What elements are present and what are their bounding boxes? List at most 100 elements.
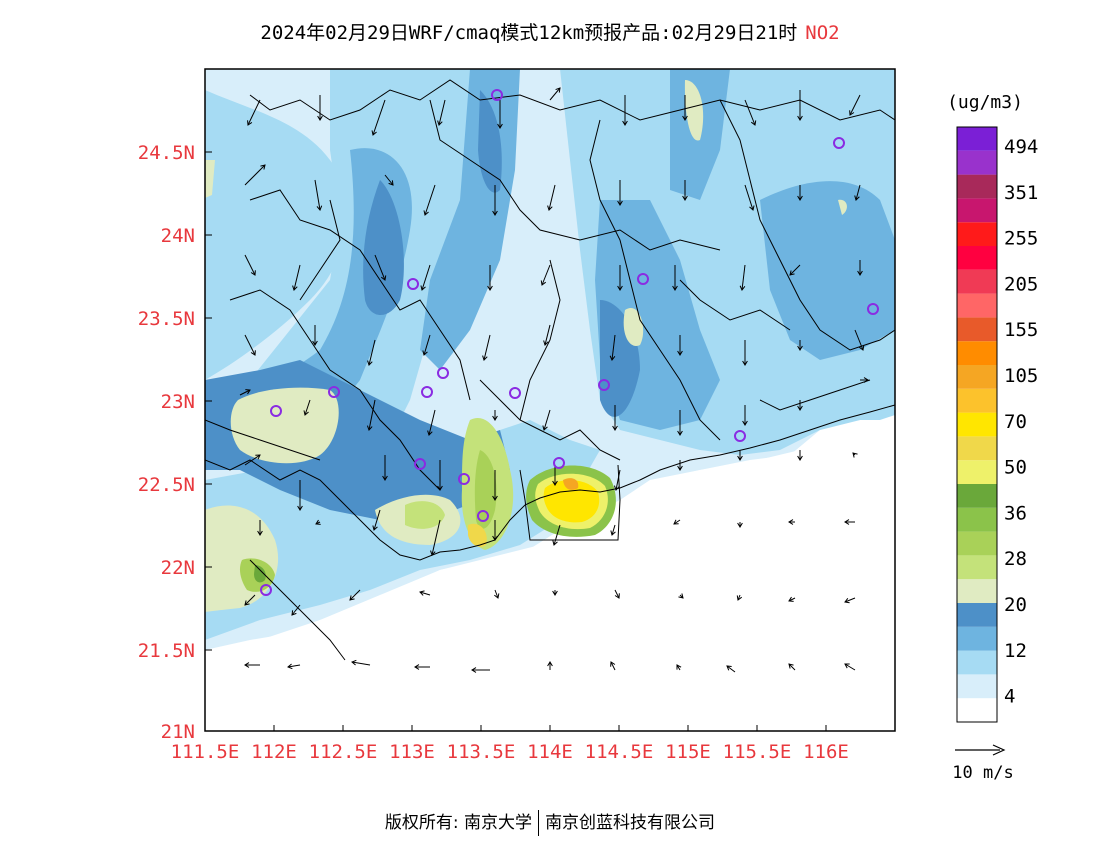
station-marker — [598, 379, 610, 391]
legend-swatch — [957, 436, 997, 461]
wind-arrow — [741, 264, 746, 291]
legend-swatch — [957, 365, 997, 389]
station-marker — [867, 303, 879, 315]
legend-swatch — [957, 388, 997, 413]
station-marker — [270, 405, 282, 417]
x-tick-label: 113E — [389, 741, 435, 763]
legend-label: 205 — [1004, 273, 1038, 295]
y-tick-label: 21N — [161, 721, 195, 743]
wind-arrow — [428, 409, 436, 436]
wind-arrow — [614, 589, 620, 599]
wind-arrow — [610, 661, 616, 671]
wind-arrow — [424, 184, 436, 216]
wind-arrow — [611, 524, 616, 536]
wind-arrow — [543, 409, 551, 431]
y-axis: 24.5N 24N 23.5N 23N 22.5N 22N 21.5N 21N — [138, 142, 212, 743]
legend-swatch — [957, 198, 997, 223]
station-marker — [407, 278, 419, 290]
legend-swatch — [957, 531, 997, 556]
legend-swatch — [957, 555, 997, 580]
wind-arrow — [374, 254, 386, 281]
wind-arrow — [421, 264, 431, 291]
wind-arrow — [244, 254, 256, 276]
x-tick-label: 115.5E — [723, 741, 792, 763]
legend-swatch — [957, 317, 997, 342]
legend-unit: (ug/m3) — [947, 92, 1023, 113]
wind-arrow — [438, 99, 446, 126]
monitoring-stations — [260, 89, 879, 596]
wind-scale-label: 10 m/s — [952, 763, 1013, 783]
legend-label: 494 — [1004, 136, 1038, 158]
copyright-right: 南京创蓝科技有限公司 — [545, 813, 716, 833]
footer-divider — [538, 810, 540, 836]
station-marker — [421, 386, 433, 398]
station-marker — [458, 473, 470, 485]
legend-label: 351 — [1004, 182, 1038, 204]
wind-arrow — [291, 604, 301, 616]
station-marker — [414, 458, 426, 470]
legend-swatch — [957, 460, 997, 484]
legend-label: 4 — [1004, 686, 1015, 708]
wind-arrow — [239, 389, 251, 396]
legend-label: 70 — [1004, 411, 1027, 433]
y-tick-label: 24.5N — [138, 142, 195, 164]
legend-swatch — [957, 507, 997, 532]
copyright: 版权所有: 南京大学 南京创蓝科技有限公司 — [0, 808, 1100, 836]
y-tick-label: 21.5N — [138, 640, 195, 662]
legend-swatch — [957, 650, 997, 675]
wind-arrow — [483, 334, 491, 361]
field-16 — [205, 148, 412, 461]
wind-arrow — [788, 597, 796, 602]
legend-swatch — [957, 293, 997, 318]
x-tick-label: 111.5E — [171, 741, 240, 763]
wind-arrow — [844, 663, 856, 671]
wind-arrow — [549, 87, 561, 101]
wind-arrow — [431, 519, 441, 556]
legend-swatch — [957, 269, 997, 294]
x-tick-label: 112.5E — [309, 741, 378, 763]
station-marker — [833, 137, 845, 149]
wind-arrow — [304, 399, 311, 416]
x-tick-label: 113.5E — [447, 741, 516, 763]
wind-arrow — [368, 339, 376, 366]
wind-arrow — [494, 589, 499, 599]
legend-label: 28 — [1004, 548, 1027, 570]
wind-arrow — [541, 264, 551, 286]
wind-arrow — [244, 164, 266, 186]
wind-arrow — [244, 594, 256, 606]
legend-swatch — [957, 579, 997, 603]
wind-arrow — [789, 264, 801, 276]
legend-label: 50 — [1004, 457, 1027, 479]
wind-arrow — [287, 664, 301, 668]
station-marker — [553, 457, 565, 469]
x-tick-label: 114E — [527, 741, 573, 763]
wind-arrow — [673, 519, 681, 525]
wind-scale: 10 m/s — [952, 744, 1014, 783]
wind-arrow — [351, 661, 371, 666]
wind-arrow — [844, 597, 856, 603]
legend-label: 12 — [1004, 640, 1027, 662]
wind-arrow — [373, 509, 381, 531]
x-axis: 111.5E 112E 112.5E 113E 113.5E 114E 114.5E 115E… — [171, 725, 849, 763]
wind-arrow — [788, 663, 796, 671]
wind-arrow — [553, 524, 561, 546]
wind-arrow — [726, 665, 736, 673]
species-label: NO2 — [805, 22, 840, 44]
x-tick-label: 112E — [251, 741, 297, 763]
legend-label: 20 — [1004, 594, 1027, 616]
legend-label: 36 — [1004, 502, 1027, 524]
wind-arrow — [744, 184, 754, 211]
wind-arrow — [372, 99, 386, 136]
wind-arrow — [368, 399, 376, 431]
wind-arrow — [293, 264, 301, 291]
admin-boundaries — [205, 79, 895, 661]
wind-arrow — [247, 99, 261, 126]
legend-swatch — [957, 150, 997, 175]
wind-arrow — [744, 99, 756, 126]
legend-swatch — [957, 127, 997, 151]
legend-swatch — [957, 698, 997, 722]
wind-arrow — [854, 329, 864, 351]
wind-arrow — [244, 334, 256, 356]
legend-swatch — [957, 246, 997, 270]
